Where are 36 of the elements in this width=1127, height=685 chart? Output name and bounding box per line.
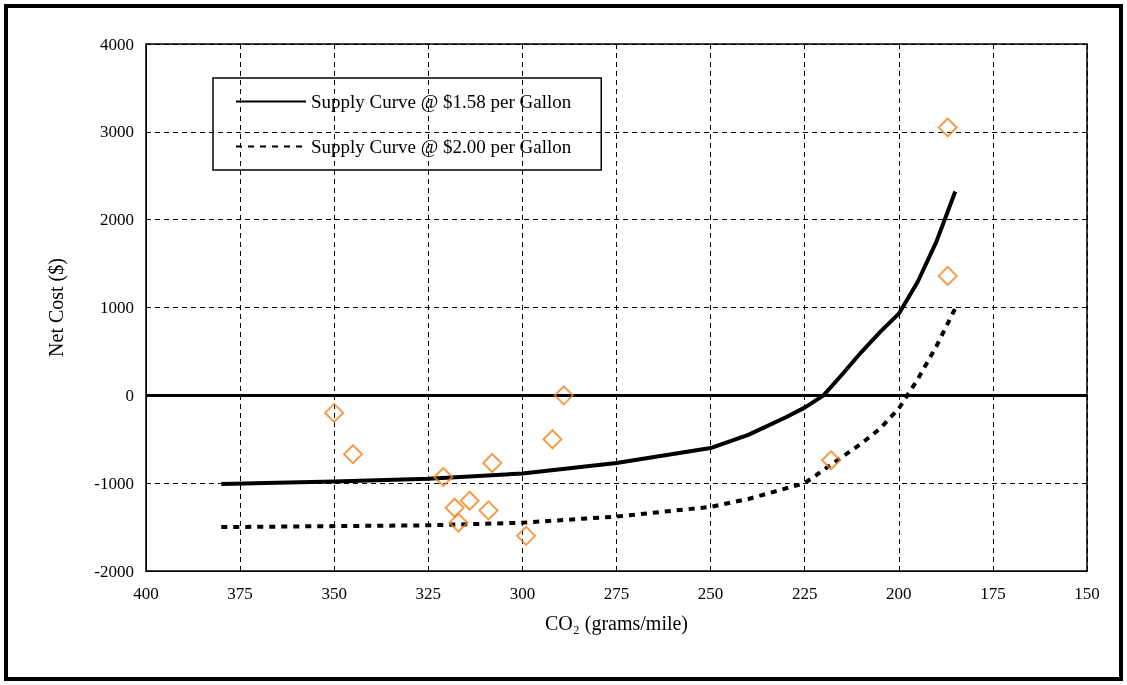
point xyxy=(542,429,563,450)
x-tick-label: 250 xyxy=(697,584,724,603)
y-tick-label: 2000 xyxy=(100,210,134,230)
y-axis-title: Net Cost ($) xyxy=(45,258,68,357)
x-tick-label: 325 xyxy=(415,584,442,603)
y-tick-label: 1000 xyxy=(100,298,134,317)
point xyxy=(937,117,958,138)
x-tick-label: 300 xyxy=(509,584,536,603)
x-tick-label: 225 xyxy=(791,584,818,603)
x-tick-label: 400 xyxy=(133,584,159,603)
point xyxy=(433,467,454,488)
point xyxy=(821,450,842,471)
x-tick-label: 175 xyxy=(980,584,1006,603)
x-tick-label: 375 xyxy=(227,584,253,603)
legend-label: Supply Curve @ $1.58 per Gallon xyxy=(311,91,572,112)
x-tick-label: 200 xyxy=(886,584,912,603)
legend-label: Supply Curve @ $2.00 per Gallon xyxy=(311,136,572,157)
y-tick-label: 0 xyxy=(125,385,134,405)
point xyxy=(459,490,480,511)
point xyxy=(324,402,345,423)
y-tick-label: -1000 xyxy=(94,473,134,493)
point xyxy=(343,444,364,465)
y-tick-label: -2000 xyxy=(94,561,134,581)
point xyxy=(516,525,537,546)
point xyxy=(478,500,499,521)
x-axis-title: CO₂ (grams/mile) xyxy=(544,612,689,635)
point xyxy=(937,265,958,286)
point xyxy=(553,385,574,406)
x-tick-label: 350 xyxy=(321,584,347,603)
y-tick-label: 4000 xyxy=(100,34,134,54)
x-tick-label: 275 xyxy=(603,584,630,603)
point xyxy=(482,452,503,473)
point xyxy=(448,512,469,533)
point xyxy=(444,497,465,518)
y-tick-label: 3000 xyxy=(100,122,134,142)
x-tick-label: 150 xyxy=(1074,584,1100,603)
